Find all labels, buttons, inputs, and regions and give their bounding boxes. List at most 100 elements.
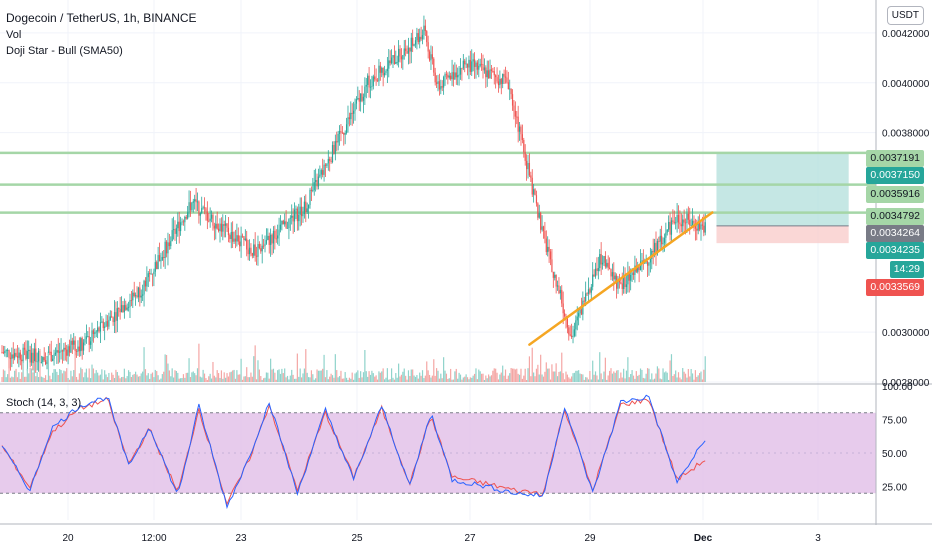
volume-bar-316 [445, 373, 448, 382]
volume-bar-439 [618, 378, 621, 382]
candle-body-299 [421, 35, 424, 40]
candle-body-461 [649, 258, 651, 263]
candle-body-347 [489, 69, 491, 79]
volume-bar-328 [462, 377, 464, 382]
volume-bar-151 [213, 375, 215, 382]
candle-body-450 [634, 265, 636, 276]
candle-body-226 [319, 174, 321, 177]
candle-body-237 [334, 141, 336, 154]
volume-bar-253 [357, 370, 359, 382]
volume-bar-473 [666, 372, 668, 382]
candle-body-230 [324, 164, 327, 166]
volume-bar-317 [447, 378, 449, 382]
volume-bar-394 [555, 363, 557, 382]
candle-body-335 [472, 59, 474, 62]
candle-body-320 [451, 72, 453, 80]
volume-bar-472 [665, 371, 667, 382]
candle-body-385 [542, 226, 545, 231]
candle-body-317 [447, 74, 449, 78]
volume-bar-387 [545, 362, 547, 382]
volume-bar-464 [653, 378, 656, 382]
candle-body-242 [341, 132, 343, 134]
volume-bar-283 [399, 376, 401, 382]
candle-body-35 [50, 351, 52, 361]
candle-body-411 [579, 309, 581, 314]
time-tick-2: 23 [235, 533, 247, 544]
volume-bar-462 [651, 373, 653, 382]
volume-bar-137 [194, 373, 196, 382]
candle-body-388 [547, 246, 549, 253]
candle-body-198 [279, 224, 282, 230]
candle-body-157 [222, 224, 224, 232]
candle-body-137 [194, 199, 196, 202]
candle-body-330 [465, 63, 467, 65]
volume-bar-220 [310, 370, 313, 382]
countdown-tag: 14:29 [889, 261, 924, 278]
volume-bar-62 [88, 368, 90, 382]
candle-body-187 [264, 243, 266, 246]
candle-body-136 [192, 201, 194, 203]
volume-bar-94 [133, 374, 135, 382]
volume-bar-271 [382, 368, 384, 382]
candle-body-390 [549, 251, 552, 260]
candle-body-495 [697, 221, 699, 231]
volume-bar-55 [78, 373, 80, 382]
price-tag-last: 0.0034235 [866, 242, 924, 259]
candle-body-310 [437, 81, 439, 84]
candle-body-211 [298, 214, 300, 222]
volume-bar-386 [544, 371, 546, 382]
volume-bar-422 [594, 371, 597, 382]
volume-bar-290 [409, 376, 411, 382]
candle-body-326 [459, 68, 462, 75]
volume-bar-194 [274, 372, 276, 382]
candle-body-417 [587, 289, 590, 294]
volume-bar-223 [315, 378, 317, 382]
candle-body-246 [347, 117, 349, 125]
time-tick-6: Dec [694, 533, 713, 544]
candle-body-280 [395, 62, 397, 65]
volume-bar-80 [113, 377, 116, 382]
volume-bar-475 [669, 360, 671, 382]
volume-bar-212 [299, 368, 301, 382]
volume-bar-243 [343, 378, 345, 382]
volume-bar-222 [313, 379, 315, 382]
volume-bar-149 [210, 378, 213, 382]
candle-body-83 [118, 308, 120, 309]
volume-bar-278 [392, 377, 394, 382]
candle-body-117 [165, 241, 168, 254]
candle-body-1 [2, 352, 5, 354]
candle-body-484 [682, 219, 684, 227]
candle-body-144 [203, 207, 206, 209]
volume-bar-25 [36, 372, 38, 382]
volume-bar-48 [68, 379, 71, 382]
volume-bar-42 [60, 370, 62, 382]
volume-bar-215 [303, 368, 305, 382]
price-tick-4: 0.0028000 [882, 378, 930, 389]
volume-bar-300 [423, 378, 425, 382]
candle-body-59 [84, 339, 86, 343]
volume-bar-90 [127, 370, 130, 382]
candle-body-102 [144, 280, 147, 287]
currency-button[interactable]: USDT [886, 6, 924, 25]
volume-bar-497 [700, 371, 702, 382]
volume-bar-281 [396, 377, 398, 382]
volume-bar-486 [684, 373, 687, 382]
candle-body-439 [618, 279, 621, 283]
volume-bar-255 [360, 371, 362, 382]
volume-bar-49 [70, 370, 72, 382]
volume-bar-91 [129, 371, 131, 382]
volume-bar-84 [119, 378, 121, 382]
candle-body-152 [215, 223, 217, 229]
volume-bar-313 [441, 378, 443, 382]
volume-bar-402 [566, 374, 568, 382]
volume-bar-199 [281, 368, 283, 382]
candle-body-416 [586, 293, 588, 295]
volume-bar-173 [244, 376, 246, 382]
volume-bar-166 [234, 378, 237, 382]
candle-body-356 [502, 73, 504, 84]
volume-bar-407 [573, 372, 576, 382]
candle-body-413 [582, 300, 584, 315]
candle-body-474 [668, 221, 670, 230]
candle-body-431 [607, 262, 609, 268]
